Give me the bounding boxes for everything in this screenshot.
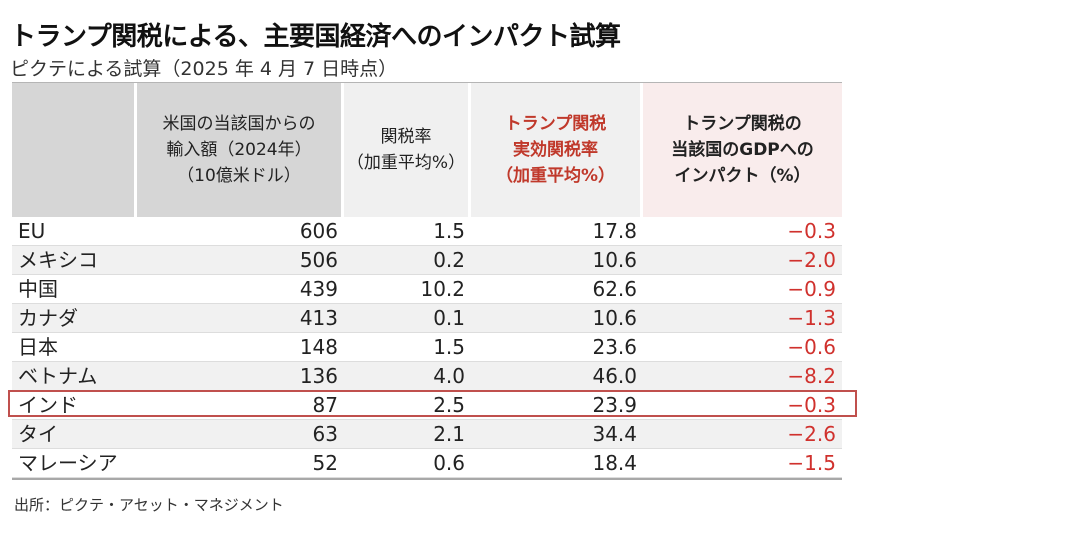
header-tariff-line-1: 関税率 (380, 127, 432, 147)
cell-effective-rate: 10.6 (592, 306, 637, 330)
cell-country: メキシコ (18, 248, 98, 272)
table-row: EU 606 1.5 17.8 −0.3 (12, 217, 842, 246)
table-row: 中国 439 10.2 62.6 −0.9 (12, 275, 842, 304)
cell-country: マレーシア (18, 451, 118, 475)
cell-imports: 506 (299, 248, 338, 272)
cell-tariff-rate: 2.1 (433, 422, 465, 446)
header-effective-line-3: （加重平均%） (495, 166, 616, 186)
table-row: マレーシア 52 0.6 18.4 −1.5 (12, 449, 842, 478)
cell-tariff-rate: 10.2 (420, 277, 465, 301)
cell-country: ベトナム (18, 364, 98, 388)
header-imports: 米国の当該国からの 輸入額（2024年） （10億米ドル） (137, 83, 344, 217)
cell-country: インド (18, 393, 78, 417)
cell-imports: 148 (299, 335, 338, 359)
table-body: EU 606 1.5 17.8 −0.3 メキシコ 506 0.2 10.6 −2.0 中国 439 1… (12, 217, 842, 478)
table-row: 日本 148 1.5 23.6 −0.6 (12, 333, 842, 362)
cell-imports: 136 (299, 364, 338, 388)
cell-imports: 439 (299, 277, 338, 301)
cell-effective-rate: 23.6 (592, 335, 637, 359)
cell-effective-rate: 46.0 (592, 364, 637, 388)
header-effective-line-2: 実効関税率 (512, 140, 598, 160)
header-imports-line-1: 米国の当該国からの (162, 114, 316, 134)
table-row: タイ 63 2.1 34.4 −2.6 (12, 420, 842, 449)
table-bottom-rule (12, 478, 842, 480)
cell-tariff-rate: 0.2 (433, 248, 465, 272)
cell-imports: 413 (299, 306, 338, 330)
cell-country: 中国 (18, 277, 58, 301)
cell-gdp-impact: −2.6 (787, 422, 836, 446)
cell-imports: 87 (312, 393, 338, 417)
cell-tariff-rate: 0.6 (433, 451, 465, 475)
table-row: ベトナム 136 4.0 46.0 −8.2 (12, 362, 842, 391)
header-impact-line-1: トランプ関税の (683, 114, 802, 134)
header-tariff-line-2: （加重平均%） (346, 153, 466, 173)
cell-country: EU (18, 219, 46, 243)
cell-gdp-impact: −0.3 (787, 393, 836, 417)
header-effective-rate: トランプ関税 実効関税率 （加重平均%） (471, 83, 643, 217)
cell-tariff-rate: 1.5 (433, 219, 465, 243)
cell-country: カナダ (18, 306, 78, 330)
tariff-impact-table: 米国の当該国からの 輸入額（2024年） （10億米ドル） 関税率 （加重平均%… (12, 82, 842, 480)
cell-country: 日本 (18, 335, 58, 359)
cell-effective-rate: 23.9 (592, 393, 637, 417)
table-row: インド 87 2.5 23.9 −0.3 (12, 391, 842, 420)
header-impact-line-3: インパクト（%） (674, 166, 811, 186)
cell-imports: 52 (312, 451, 338, 475)
cell-effective-rate: 17.8 (592, 219, 637, 243)
cell-country: タイ (18, 422, 58, 446)
cell-effective-rate: 62.6 (592, 277, 637, 301)
cell-tariff-rate: 4.0 (433, 364, 465, 388)
header-imports-line-3: （10億米ドル） (177, 166, 301, 186)
cell-gdp-impact: −8.2 (787, 364, 836, 388)
header-imports-line-2: 輸入額（2024年） (166, 140, 312, 160)
cell-tariff-rate: 2.5 (433, 393, 465, 417)
cell-gdp-impact: −0.3 (787, 219, 836, 243)
table-row: カナダ 413 0.1 10.6 −1.3 (12, 304, 842, 333)
cell-tariff-rate: 0.1 (433, 306, 465, 330)
cell-effective-rate: 18.4 (592, 451, 637, 475)
cell-effective-rate: 34.4 (592, 422, 637, 446)
cell-tariff-rate: 1.5 (433, 335, 465, 359)
cell-gdp-impact: −1.3 (787, 306, 836, 330)
header-gdp-impact: トランプ関税の 当該国のGDPへの インパクト（%） (643, 83, 842, 217)
header-effective-line-1: トランプ関税 (504, 114, 607, 134)
table-header-row: 米国の当該国からの 輸入額（2024年） （10億米ドル） 関税率 （加重平均%… (12, 82, 842, 217)
header-country (12, 83, 137, 217)
cell-gdp-impact: −2.0 (787, 248, 836, 272)
header-tariff-rate: 関税率 （加重平均%） (344, 83, 471, 217)
header-impact-line-2: 当該国のGDPへの (671, 140, 814, 160)
source-note: 出所：ピクテ・アセット・マネジメント (14, 496, 284, 514)
cell-gdp-impact: −1.5 (787, 451, 836, 475)
cell-gdp-impact: −0.6 (787, 335, 836, 359)
cell-imports: 606 (299, 219, 338, 243)
cell-gdp-impact: −0.9 (787, 277, 836, 301)
cell-effective-rate: 10.6 (592, 248, 637, 272)
table-row: メキシコ 506 0.2 10.6 −2.0 (12, 246, 842, 275)
cell-imports: 63 (312, 422, 338, 446)
page-title: トランプ関税による、主要国経済へのインパクト試算 (10, 22, 621, 52)
page-subtitle: ピクテによる試算（2025 年 4 月 7 日時点） (10, 58, 398, 80)
